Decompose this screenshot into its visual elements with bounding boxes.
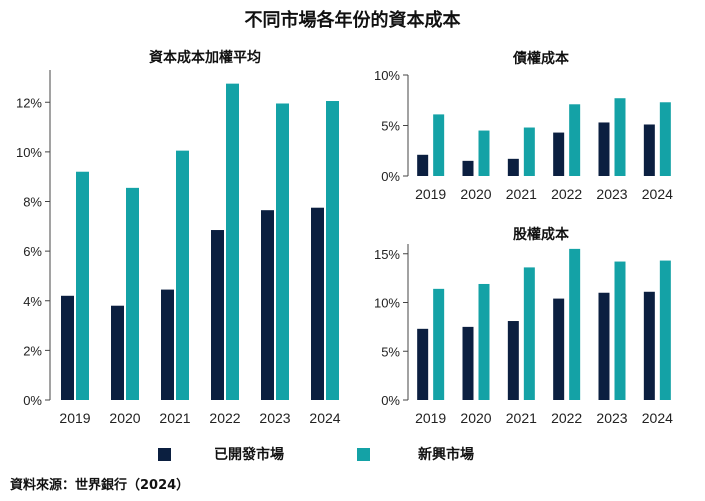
- y-tick-label-wacc: 10%: [16, 145, 42, 160]
- bar-wacc-developed-2023: [261, 210, 274, 400]
- bar-equity-developed-2020: [462, 326, 474, 400]
- bar-wacc-emerging-2023: [276, 103, 289, 400]
- y-tick-label-wacc: 2%: [23, 343, 42, 358]
- x-tick-label-wacc: 2023: [259, 410, 290, 426]
- bar-wacc-emerging-2020: [126, 187, 139, 400]
- bar-debt-developed-2020: [462, 160, 474, 176]
- bar-wacc-emerging-2021: [176, 150, 189, 400]
- bar-debt-emerging-2019: [433, 114, 445, 176]
- y-tick-label-debt: 10%: [374, 68, 400, 83]
- bar-debt-emerging-2020: [478, 130, 490, 176]
- bar-wacc-developed-2021: [161, 289, 174, 400]
- bar-wacc-emerging-2022: [226, 83, 239, 401]
- bar-equity-developed-2021: [507, 321, 519, 400]
- x-tick-label-debt: 2021: [506, 186, 537, 202]
- bar-debt-developed-2022: [553, 132, 565, 176]
- source-note: 資料來源：世界銀行（2024）: [10, 478, 190, 493]
- bar-equity-developed-2022: [553, 298, 565, 400]
- bar-wacc-developed-2019: [61, 295, 74, 400]
- x-tick-label-equity: 2022: [551, 410, 582, 426]
- legend-swatch-emerging: [357, 448, 370, 461]
- x-tick-label-debt: 2023: [596, 186, 627, 202]
- y-tick-label-debt: 5%: [381, 119, 400, 134]
- x-tick-label-debt: 2020: [460, 186, 491, 202]
- bar-equity-developed-2019: [417, 328, 429, 400]
- bar-wacc-emerging-2019: [76, 171, 89, 400]
- x-tick-label-debt: 2024: [642, 186, 673, 202]
- x-tick-label-debt: 2019: [415, 186, 446, 202]
- y-tick-label-wacc: 12%: [16, 95, 42, 110]
- figure-title: 不同市場各年份的資本成本: [244, 10, 461, 31]
- bar-debt-developed-2019: [417, 154, 429, 176]
- bar-equity-emerging-2021: [523, 267, 535, 400]
- bar-equity-emerging-2019: [433, 288, 445, 400]
- bar-wacc-emerging-2024: [326, 101, 339, 400]
- y-tick-label-equity: 15%: [374, 247, 400, 262]
- chart-title-equity: 股權成本: [513, 226, 570, 243]
- bar-debt-emerging-2024: [659, 102, 671, 176]
- bar-debt-emerging-2023: [614, 98, 626, 176]
- bar-equity-developed-2024: [643, 291, 655, 400]
- y-tick-label-debt: 0%: [381, 169, 400, 184]
- legend-label-developed: 已開發市場: [214, 447, 284, 463]
- x-tick-label-wacc: 2022: [209, 410, 240, 426]
- x-tick-label-wacc: 2024: [309, 410, 340, 426]
- x-tick-label-wacc: 2019: [59, 410, 90, 426]
- bar-wacc-developed-2022: [211, 230, 224, 400]
- chart-title-wacc: 資本成本加權平均: [149, 49, 261, 66]
- x-tick-label-equity: 2020: [460, 410, 491, 426]
- y-tick-label-wacc: 8%: [23, 195, 42, 210]
- bar-debt-developed-2021: [507, 158, 519, 176]
- bar-equity-emerging-2022: [569, 248, 581, 400]
- bar-wacc-developed-2020: [111, 305, 124, 400]
- x-tick-label-debt: 2022: [551, 186, 582, 202]
- bar-debt-emerging-2021: [523, 127, 535, 176]
- bar-equity-emerging-2024: [659, 260, 671, 400]
- bar-wacc-developed-2024: [311, 207, 324, 400]
- bar-equity-emerging-2023: [614, 261, 626, 400]
- bar-debt-emerging-2022: [569, 104, 581, 176]
- bar-debt-developed-2024: [643, 124, 655, 176]
- bar-equity-developed-2023: [598, 292, 610, 400]
- y-tick-label-wacc: 0%: [23, 393, 42, 408]
- bar-debt-developed-2023: [598, 122, 610, 176]
- x-tick-label-equity: 2019: [415, 410, 446, 426]
- y-tick-label-wacc: 6%: [23, 244, 42, 259]
- legend-swatch-developed: [158, 448, 171, 461]
- chart-title-debt: 債權成本: [512, 50, 570, 67]
- legend-label-emerging: 新興市場: [418, 447, 474, 463]
- x-tick-label-equity: 2021: [506, 410, 537, 426]
- x-tick-label-equity: 2023: [596, 410, 627, 426]
- y-tick-label-equity: 5%: [381, 344, 400, 359]
- y-tick-label-wacc: 4%: [23, 294, 42, 309]
- x-tick-label-equity: 2024: [642, 410, 673, 426]
- x-tick-label-wacc: 2021: [159, 410, 190, 426]
- x-tick-label-wacc: 2020: [109, 410, 140, 426]
- y-tick-label-equity: 10%: [374, 296, 400, 311]
- y-tick-label-equity: 0%: [381, 393, 400, 408]
- bar-equity-emerging-2020: [478, 283, 490, 400]
